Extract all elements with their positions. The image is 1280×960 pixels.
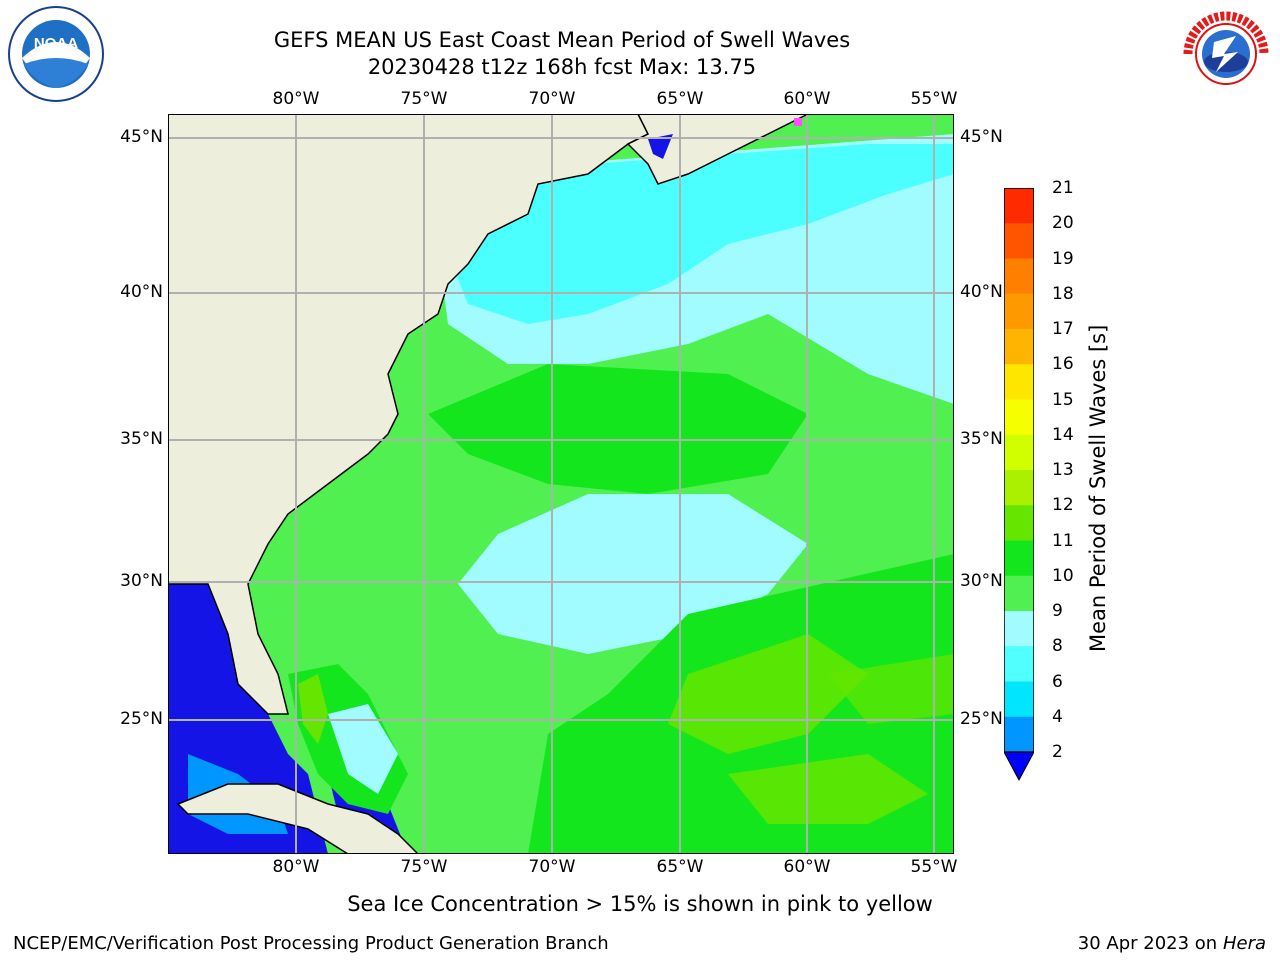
lon-tick-bottom: 75°W <box>400 857 448 877</box>
colorbar-swatch <box>1004 540 1034 577</box>
colorbar-tick-label: 18 <box>1052 283 1074 304</box>
colorbar-swatch <box>1004 575 1034 612</box>
footer-host: Hera <box>1222 933 1266 954</box>
lat-tick-right: 45°N <box>960 127 1003 147</box>
colorbar-tick-label: 8 <box>1052 636 1063 657</box>
nws-logo <box>1178 6 1274 102</box>
noaa-logo: NOAA <box>8 6 104 102</box>
colorbar-tick-label: 4 <box>1052 706 1063 727</box>
colorbar-swatch <box>1004 399 1034 436</box>
map-title-line2: 20230428 t12z 168h fcst Max: 13.75 <box>367 55 757 79</box>
lon-tick-bottom: 70°W <box>528 857 576 877</box>
colorbar-tick-label: 13 <box>1052 460 1074 480</box>
lat-tick-right: 30°N <box>960 571 1003 591</box>
colorbar-swatch <box>1004 293 1034 330</box>
footer-date: 30 Apr 2023 on Hera <box>1078 933 1266 955</box>
colorbar-tick-label: 2 <box>1052 742 1063 762</box>
lon-tick-bottom: 80°W <box>272 857 320 877</box>
colorbar-tick-label: 16 <box>1052 354 1074 375</box>
colorbar-tick-label: 12 <box>1052 495 1074 516</box>
lon-tick-top: 65°W <box>656 89 704 109</box>
colorbar-swatch <box>1004 329 1034 365</box>
colorbar-swatches <box>1003 187 1035 782</box>
lon-tick-bottom: 55°W <box>910 857 958 877</box>
colorbar-tick-label: 20 <box>1052 213 1074 234</box>
lat-tick-left: 40°N <box>120 282 163 302</box>
lat-tick-left: 25°N <box>120 709 163 729</box>
lon-tick-top: 80°W <box>272 89 320 109</box>
colorbar-tick-label: 21 <box>1052 178 1074 198</box>
lon-tick-top: 60°W <box>783 89 831 109</box>
lat-tick-left: 45°N <box>120 127 163 147</box>
colorbar-swatch <box>1004 258 1034 295</box>
colorbar-extend-arrow <box>1003 751 1035 782</box>
lat-tick-right: 35°N <box>960 429 1003 449</box>
swell-period-map <box>168 114 954 854</box>
colorbar-tick-label: 6 <box>1052 671 1063 692</box>
colorbar-swatch <box>1004 646 1034 682</box>
colorbar-swatch <box>1004 188 1034 224</box>
colorbar-swatch <box>1004 434 1034 471</box>
lat-tick-left: 30°N <box>120 571 163 591</box>
colorbar-tick-label: 10 <box>1052 565 1074 586</box>
colorbar-swatch <box>1004 470 1034 506</box>
colorbar-swatch <box>1004 223 1034 259</box>
svg-text:NOAA: NOAA <box>34 35 78 52</box>
colorbar-tick-label: 17 <box>1052 319 1074 339</box>
footer-date-text: 30 Apr 2023 on <box>1077 933 1223 954</box>
colorbar-swatch <box>1004 364 1034 400</box>
lat-tick-right: 40°N <box>960 282 1003 302</box>
colorbar-title: Mean Period of Swell Waves [s] <box>1086 324 1110 652</box>
colorbar-swatch <box>1004 505 1034 541</box>
lon-tick-top: 75°W <box>400 89 448 109</box>
sea-ice-caption: Sea Ice Concentration > 15% is shown in … <box>347 892 933 916</box>
lat-tick-right: 25°N <box>960 709 1003 729</box>
colorbar-swatch <box>1004 611 1034 647</box>
lon-tick-top: 55°W <box>910 89 958 109</box>
map-title-line1: GEFS MEAN US East Coast Mean Period of S… <box>273 28 851 52</box>
lon-tick-top: 70°W <box>528 89 576 109</box>
colorbar-swatch <box>1004 681 1034 718</box>
colorbar-tick-label: 19 <box>1052 248 1074 269</box>
lon-tick-bottom: 65°W <box>656 857 704 877</box>
colorbar-tick-label: 15 <box>1052 389 1074 410</box>
colorbar <box>1003 187 1035 782</box>
colorbar-swatch <box>1004 716 1034 753</box>
colorbar-tick-label: 9 <box>1052 601 1063 621</box>
footer-credit: NCEP/EMC/Verification Post Processing Pr… <box>13 933 609 954</box>
lat-tick-left: 35°N <box>120 429 163 449</box>
lon-tick-bottom: 60°W <box>783 857 831 877</box>
colorbar-tick-label: 14 <box>1052 424 1074 445</box>
colorbar-tick-label: 11 <box>1052 530 1074 551</box>
